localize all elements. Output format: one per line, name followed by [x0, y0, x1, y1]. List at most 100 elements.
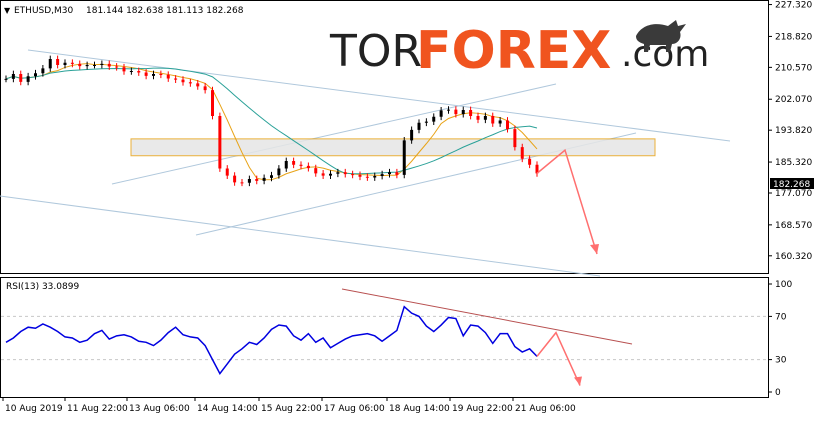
time-tick-label: 10 Aug 2019 [5, 404, 63, 414]
time-tick-label: 21 Aug 06:00 [515, 404, 576, 414]
candle-body [85, 65, 89, 67]
candle-body [410, 129, 414, 141]
candle-body [454, 109, 458, 115]
candle-body [152, 74, 155, 76]
candle-body [270, 175, 273, 178]
candle-body [306, 165, 310, 169]
price-tick-label: 185.320 [775, 158, 812, 168]
candle-body [240, 182, 244, 184]
candle-body [476, 116, 480, 120]
time-tick-label: 17 Aug 06:00 [324, 404, 385, 414]
candle-body [196, 83, 200, 87]
candle-body [218, 116, 222, 169]
main-panel-frame [0, 0, 769, 274]
candle-body [506, 120, 509, 130]
ohlc-values: 181.144 182.638 181.113 182.268 [86, 6, 244, 16]
trend-channel-lines [0, 49, 731, 277]
price-candles [4, 55, 539, 187]
candle-body [211, 90, 214, 116]
price-axis-labels: 227.320 218.820 210.570 202.070 193.820 185.3… [768, 1, 812, 262]
candle-body [299, 164, 303, 166]
projection-path [536, 148, 598, 255]
candle-body [19, 74, 23, 82]
candle-body [277, 168, 281, 176]
resistance-zone-rect [130, 138, 656, 157]
current-price-badge: 182.268 [770, 178, 814, 190]
candle-body [122, 67, 126, 72]
rsi-tick-label: 0 [775, 388, 781, 398]
candle-body [70, 62, 74, 64]
logo-forex: FOREX [416, 21, 611, 81]
candle-body [63, 62, 67, 65]
candle-body [262, 177, 266, 181]
candle-body [78, 63, 82, 67]
time-tick-label: 14 Aug 14:00 [197, 404, 258, 414]
rsi-axis-labels: 100 70 30 0 [768, 280, 792, 398]
candle-body [255, 179, 259, 181]
rsi-panel-frame [0, 277, 769, 398]
price-tick-label: 227.320 [775, 1, 812, 11]
candle-body [100, 63, 104, 65]
rsi-series [1, 288, 768, 386]
candle-body [247, 179, 251, 183]
candle-body [469, 110, 473, 116]
resistance-zone [130, 138, 656, 157]
candle-body [129, 71, 133, 72]
candle-body [447, 109, 450, 111]
projection-arrows [536, 148, 599, 255]
bull-icon [636, 20, 686, 52]
rsi-tick-label: 30 [775, 356, 787, 366]
candle-body [284, 161, 288, 169]
candle-body [513, 129, 517, 148]
candle-body [48, 59, 52, 69]
price-tick-label: 202.070 [775, 95, 812, 105]
candle-body [380, 174, 384, 176]
candle-body [233, 175, 237, 183]
candle-body [388, 172, 391, 175]
candle-body [203, 86, 207, 91]
candle-body [520, 147, 524, 159]
candle-body [159, 74, 163, 75]
candle-body [528, 158, 532, 165]
header-dropdown-icon[interactable]: ▼ [4, 6, 11, 15]
candle-body [137, 71, 141, 73]
candle-body [417, 122, 421, 130]
time-axis-labels: 10 Aug 2019 11 Aug 22:00 13 Aug 06:00 14 Au… [2, 397, 576, 414]
symbol-timeframe: ETHUSD,M30 [14, 6, 74, 16]
channel-line [27, 49, 731, 142]
candle-body [491, 116, 495, 124]
candle-body [26, 76, 30, 82]
candle-body [107, 63, 111, 67]
current-price-value: 182.268 [773, 180, 810, 190]
rsi-line [5, 305, 538, 376]
rsi-tick-label: 100 [775, 280, 792, 290]
candle-body [181, 79, 185, 83]
time-tick-label: 19 Aug 22:00 [452, 404, 513, 414]
candle-body [336, 172, 340, 174]
candle-body [11, 74, 15, 79]
rsi-tick-label: 70 [775, 312, 787, 322]
rsi-projection-arrowhead [574, 376, 582, 386]
rsi-projection-path [536, 331, 581, 386]
candle-body [373, 176, 377, 178]
candle-body [395, 172, 399, 175]
candle-body [41, 68, 45, 74]
brand-logo: TOR FOREX .com [329, 20, 709, 81]
candle-body [439, 110, 443, 117]
candle-body [329, 173, 332, 176]
channel-line [0, 195, 601, 277]
candle-body [351, 174, 355, 176]
candle-body [358, 174, 362, 177]
price-tick-label: 177.070 [775, 189, 812, 199]
candle-body [166, 74, 170, 79]
candle-body [56, 59, 60, 65]
candle-body [174, 78, 178, 80]
rsi-trendline [341, 288, 633, 345]
projection-arrowhead [590, 244, 599, 254]
candle-body [343, 172, 347, 175]
time-tick-label: 13 Aug 06:00 [129, 404, 190, 414]
time-tick-label: 18 Aug 14:00 [389, 404, 450, 414]
price-tick-label: 160.320 [775, 252, 812, 262]
candle-body [4, 78, 8, 80]
candle-body [432, 116, 436, 122]
